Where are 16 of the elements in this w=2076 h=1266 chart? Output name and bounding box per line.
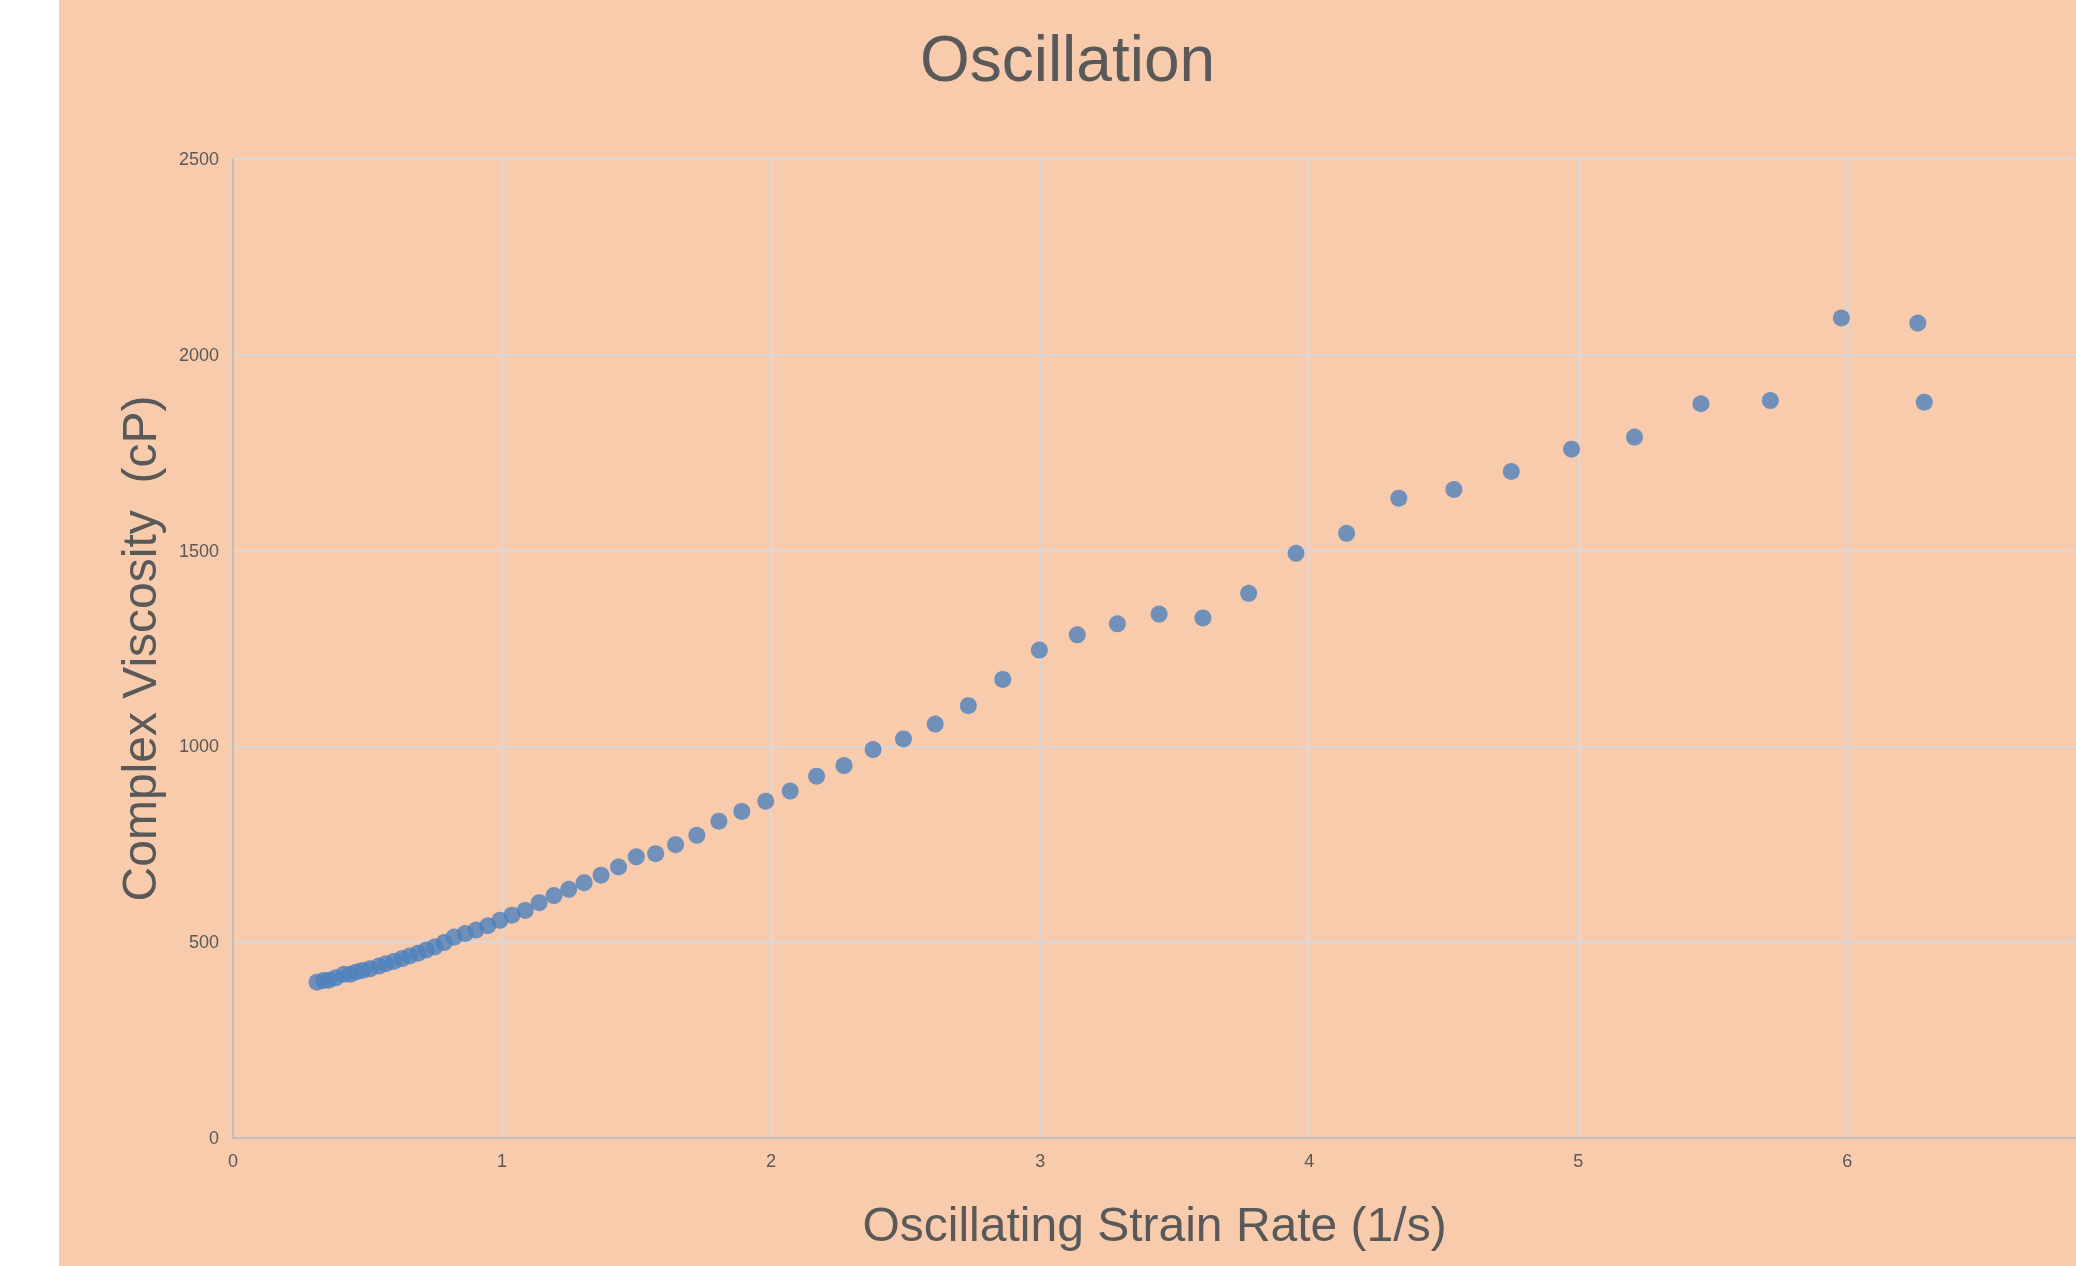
x-tick-label: 3 <box>1035 1151 1046 1171</box>
x-tick-label: 4 <box>1304 1151 1315 1171</box>
x-tick-label: 2 <box>766 1151 777 1171</box>
x-axis-title: Oscillating Strain Rate (1/s) <box>862 1197 1447 1251</box>
x-tick-label: 5 <box>1573 1151 1584 1171</box>
y-tick-label: 0 <box>208 1128 219 1148</box>
x-tick-label: 1 <box>497 1151 508 1171</box>
y-tick-label: 2000 <box>178 344 219 365</box>
x-tick-label: 0 <box>227 1151 239 1171</box>
y-tick-label: 1500 <box>178 540 219 561</box>
y-tick-label: 1000 <box>178 736 219 757</box>
chart-title: Oscillation <box>919 23 1216 95</box>
y-tick-label: 2500 <box>178 149 219 169</box>
y-axis-title: Complex Viscosity (cP) <box>112 395 166 902</box>
y-tick-label: 500 <box>188 932 219 953</box>
x-tick-label: 6 <box>1842 1151 1853 1171</box>
